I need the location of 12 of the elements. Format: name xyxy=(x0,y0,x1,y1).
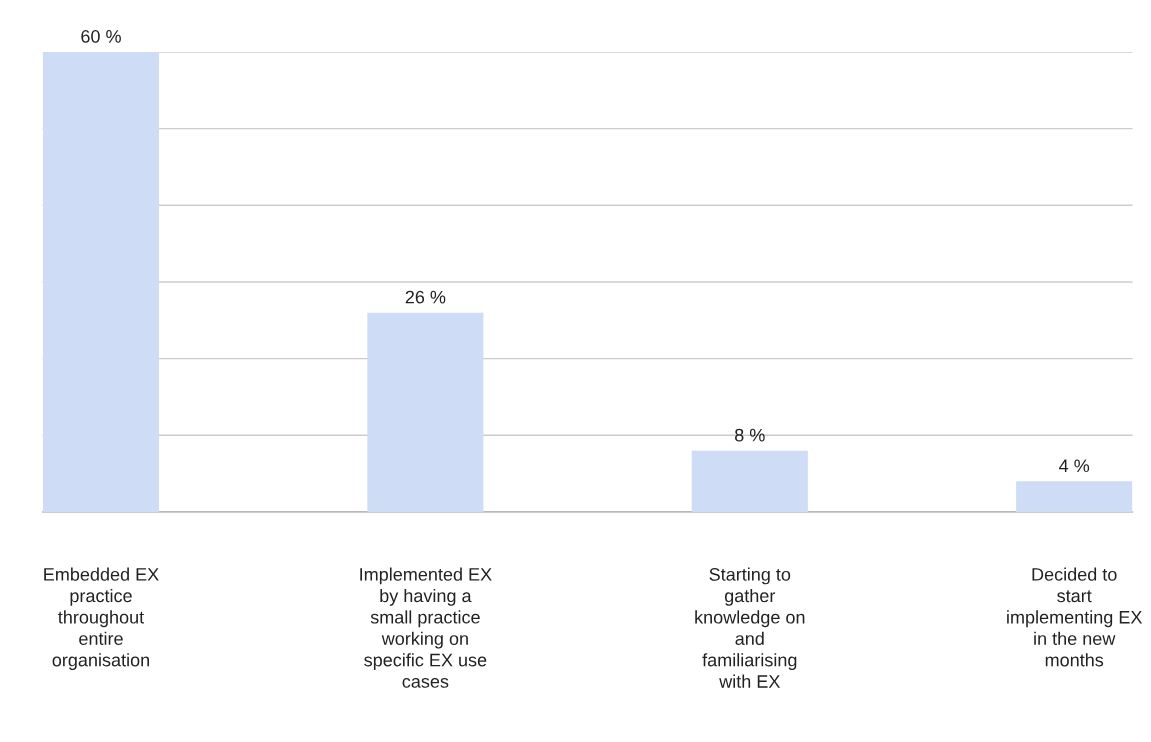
bar xyxy=(367,312,484,512)
data-label: 60 % xyxy=(81,30,121,43)
data-label: 8 % xyxy=(735,428,765,442)
x-tick-label: Implemented EX by having a small practice working on specific EX use cases xyxy=(360,567,492,688)
bar xyxy=(42,51,160,512)
x-tick-label: Decided to start implementing EX in the new months xyxy=(1007,567,1143,667)
x-tick-label: Starting to gather knowledge on and familiarising with EX xyxy=(695,567,805,688)
data-label: 4 % xyxy=(1059,459,1090,473)
data-label: 26 % xyxy=(405,290,446,304)
x-tick-label: Embedded EX practice throughout entire organisation xyxy=(44,567,159,671)
bar xyxy=(1016,481,1133,512)
bar xyxy=(691,450,808,512)
